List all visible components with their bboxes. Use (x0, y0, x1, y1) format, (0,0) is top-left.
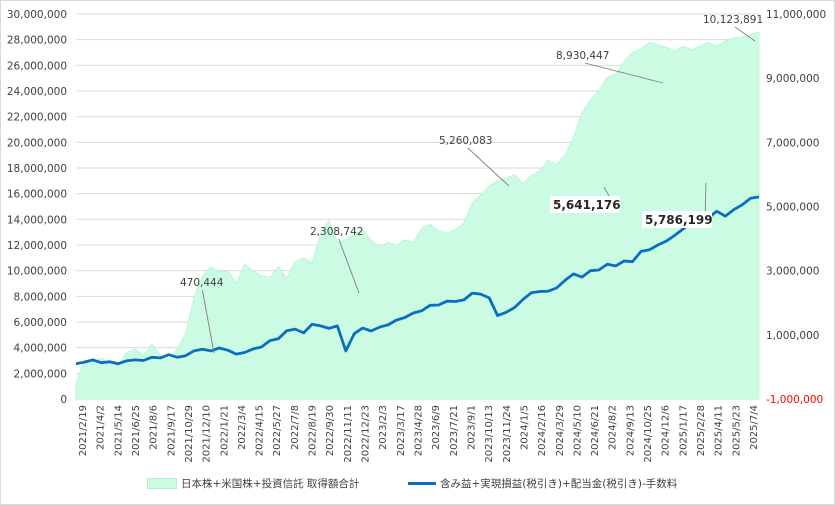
x-axis-ticks: 2021/2/19 2021/4/2 2021/5/14 2021/6/25 2021/… (78, 405, 760, 463)
left-tick-label: 24,000,000 (7, 86, 67, 98)
legend-item-acquisition: 日本株+米国株+投資信託 取得額合計 (147, 476, 359, 491)
x-tick-label: 2025/5/23 (731, 405, 742, 456)
annotation-leader (338, 238, 360, 294)
x-tick-label: 2022/8/19 (308, 405, 319, 456)
annotation-label: 470,444 (180, 277, 224, 289)
x-tick-label: 2024/5/10 (572, 405, 583, 456)
x-tick-label: 2023/10/13 (484, 405, 495, 463)
x-tick-label: 2024/2/16 (537, 405, 548, 456)
x-tick-label: 2025/1/17 (678, 405, 689, 456)
x-tick-label: 2023/3/17 (396, 405, 407, 456)
profit-line (75, 195, 760, 366)
left-tick-label: 20,000,000 (7, 137, 67, 149)
acquisition-area (75, 31, 760, 400)
annotation-background (642, 211, 712, 228)
x-tick-label: 2021/2/19 (78, 405, 89, 456)
x-tick-label: 2025/2/28 (696, 405, 707, 456)
x-tick-label: 2022/12/23 (361, 405, 372, 463)
annotations: 470,444 2,308,742 5,260,083 8,930,447 10,123… (180, 14, 763, 289)
x-tick-label: 2024/6/21 (590, 405, 601, 456)
x-tick-label: 2024/9/13 (625, 405, 636, 456)
x-tick-label: 2024/3/29 (555, 405, 566, 456)
x-tick-label: 2024/8/2 (608, 405, 619, 450)
left-tick-label: 18,000,000 (7, 163, 67, 175)
x-tick-label: 2022/7/8 (290, 405, 301, 450)
left-tick-label: 6,000,000 (14, 317, 67, 329)
x-tick-label: 2024/10/25 (643, 405, 654, 463)
x-tick-label: 2021/6/25 (131, 405, 142, 456)
left-tick-label: 14,000,000 (7, 214, 67, 226)
legend-label-profit: 含み益+実現損益(税引き)+配当金(税引き)-手数料 (440, 478, 678, 490)
x-tick-label: 2023/9/1 (466, 405, 477, 450)
annotation-label: 5,786,199 (645, 213, 713, 227)
right-tick-label: 1,000,000 (766, 330, 819, 342)
x-tick-label: 2021/9/17 (166, 405, 177, 456)
x-tick-label: 2022/5/27 (272, 405, 283, 456)
annotation-leader (584, 62, 664, 84)
annotation-label: 2,308,742 (310, 226, 363, 238)
left-tick-label: 8,000,000 (14, 291, 67, 303)
x-tick-label: 2022/11/11 (343, 405, 354, 463)
annotation-leader-lines (201, 26, 756, 354)
right-tick-label: -1,000,000 (766, 394, 823, 406)
x-tick-label: 2024/1/5 (519, 405, 530, 450)
right-tick-label: 5,000,000 (766, 202, 819, 214)
right-axis-ticks: -1,000,000 1,000,000 3,000,000 5,000,000 7,0… (766, 9, 826, 406)
annotation-leader (467, 147, 510, 187)
x-tick-label: 2021/5/14 (113, 405, 124, 456)
left-tick-label: 4,000,000 (14, 343, 67, 355)
right-tick-label: 3,000,000 (766, 266, 819, 278)
x-tick-label: 2023/4/28 (414, 405, 425, 456)
left-tick-label: 10,000,000 (7, 266, 67, 278)
annotation-label: 5,641,176 (553, 198, 621, 212)
legend-item-profit: 含み益+実現損益(税引き)+配当金(税引き)-手数料 (408, 476, 677, 491)
left-axis-ticks: 0 2,000,000 4,000,000 6,000,000 8,000,000 10,… (7, 9, 67, 406)
legend-swatch-area (147, 478, 177, 489)
x-tick-label: 2021/10/29 (184, 405, 195, 463)
x-tick-label: 2023/6/9 (431, 405, 442, 450)
left-tick-label: 2,000,000 (14, 368, 67, 380)
annotation-leader (734, 26, 756, 42)
annotation-background (550, 196, 620, 213)
annotation-label: 10,123,891 (703, 14, 763, 26)
right-tick-label: 9,000,000 (766, 73, 819, 85)
x-tick-label: 2022/4/15 (255, 405, 266, 456)
x-tick-label: 2025/4/11 (714, 405, 725, 456)
profit-line-series (75, 195, 760, 366)
left-tick-label: 22,000,000 (7, 112, 67, 124)
legend-label-acquisition: 日本株+米国株+投資信託 取得額合計 (181, 478, 360, 490)
x-tick-label: 2022/1/21 (219, 405, 230, 456)
x-tick-label: 2022/3/4 (237, 405, 248, 450)
x-tick-label: 2021/4/2 (96, 405, 107, 450)
left-tick-label: 30,000,000 (7, 9, 67, 21)
right-tick-label: 11,000,000 (766, 9, 826, 21)
x-tick-label: 2025/7/4 (749, 405, 760, 450)
annotation-leader (201, 289, 215, 354)
left-tick-label: 12,000,000 (7, 240, 67, 252)
acquisition-area-series (75, 31, 760, 400)
x-tick-label: 2022/9/30 (325, 405, 336, 456)
legend-swatch-line (408, 482, 436, 485)
x-tick-label: 2023/7/21 (449, 405, 460, 456)
annotation-label: 5,260,083 (439, 135, 492, 147)
x-tick-label: 2021/8/6 (149, 405, 160, 450)
left-tick-label: 0 (60, 394, 67, 406)
x-tick-label: 2024/12/6 (661, 405, 672, 456)
x-tick-label: 2021/12/10 (202, 405, 213, 463)
x-tick-label: 2023/11/24 (502, 405, 513, 463)
left-tick-label: 28,000,000 (7, 35, 67, 47)
x-tick-label: 2023/2/3 (378, 405, 389, 450)
right-tick-label: 7,000,000 (766, 137, 819, 149)
annotation-label: 8,930,447 (556, 50, 609, 62)
left-tick-label: 16,000,000 (7, 189, 67, 201)
left-tick-label: 26,000,000 (7, 60, 67, 72)
